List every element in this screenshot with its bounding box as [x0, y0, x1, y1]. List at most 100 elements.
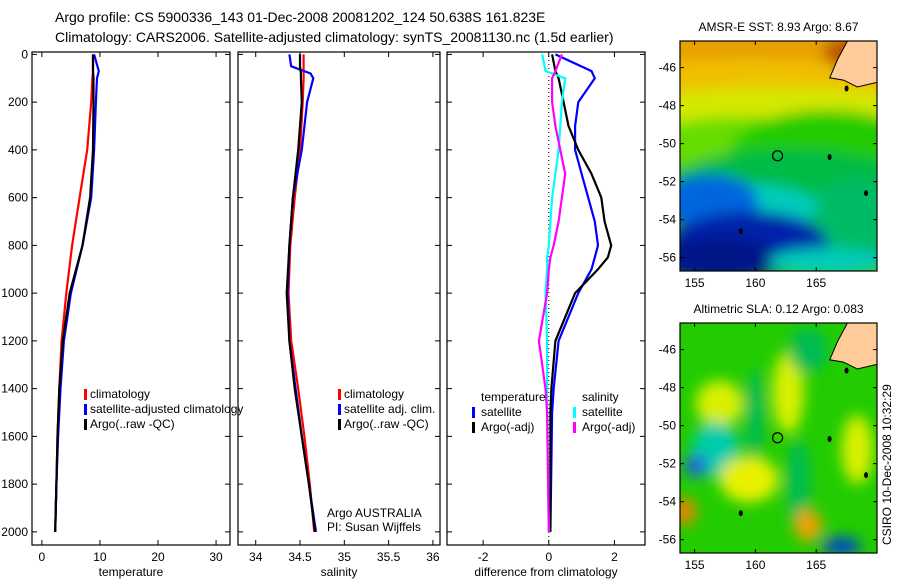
- lat-tick-label: -54: [659, 495, 677, 509]
- x-axis-label: salinity: [321, 565, 358, 579]
- sla-map: Altimetric SLA: 0.12 Argo: 0.083 155 160 16…: [659, 302, 878, 572]
- series-line-temperature-satellite: [549, 53, 600, 532]
- y-tick-label: 0: [21, 47, 28, 61]
- legend-label: Argo(..raw -QC): [90, 417, 175, 431]
- map-color-field: [680, 327, 874, 553]
- map-blob: [841, 415, 874, 484]
- series-line-argo-raw-qc-: [54, 54, 95, 532]
- lon-tick-label: 155: [685, 276, 705, 290]
- map-blob: [786, 438, 811, 530]
- legend-label: Argo(-adj): [481, 420, 534, 434]
- title-line-1: Argo profile: CS 5900336_143 01-Dec-2008…: [55, 9, 545, 25]
- x-tick-label: 35: [338, 550, 352, 564]
- island: [864, 472, 869, 479]
- island: [844, 85, 849, 92]
- legend-title: temperature: [481, 390, 546, 404]
- island: [827, 153, 832, 160]
- legend-label: satellite: [582, 405, 623, 419]
- profile-panel-temperature: 0 10 20 30 0 200 400 600 800 1000 1200 1400 1600 1800…: [1, 47, 243, 579]
- legend-label: Argo(-adj): [582, 420, 635, 434]
- legend-label: satellite: [481, 405, 522, 419]
- y-tick-label: 2000: [1, 525, 28, 539]
- map-blob: [821, 536, 862, 553]
- lat-tick-label: -54: [659, 213, 677, 227]
- x-tick-label: 0: [39, 550, 46, 564]
- legend-label: Argo(..raw -QC): [344, 417, 429, 431]
- x-tick-label: 0: [545, 550, 552, 564]
- map-blob: [768, 248, 877, 271]
- legend-swatch: [472, 422, 475, 433]
- lat-tick-label: -52: [659, 457, 677, 471]
- y-tick-label: 1200: [1, 334, 28, 348]
- map-field: [680, 41, 877, 271]
- legend-swatch: [338, 389, 341, 400]
- lon-tick-label: 160: [745, 276, 765, 290]
- series-line-argo-raw-qc-: [285, 54, 317, 533]
- x-tick-label: 10: [93, 550, 107, 564]
- credit-pi: PI: Susan Wijffels: [327, 520, 421, 534]
- series-line-salinity-argo-adj-: [537, 54, 567, 532]
- y-tick-label: 1000: [1, 286, 28, 300]
- lat-tick-label: -56: [659, 533, 677, 547]
- y-tick-label: 1400: [1, 382, 28, 396]
- island: [738, 228, 743, 235]
- map-blob: [683, 454, 708, 478]
- argo-position-marker: [771, 150, 784, 162]
- x-tick-label: -2: [478, 550, 489, 564]
- lat-tick-label: -48: [659, 381, 677, 395]
- x-tick-label: 20: [151, 550, 165, 564]
- legend-swatch: [573, 407, 576, 418]
- sst-map: AMSR-E SST: 8.93 Argo: 8.67 155 160 165 -46 -…: [659, 20, 878, 290]
- series-line-salinity-satellite: [541, 54, 567, 532]
- map-frame: [679, 322, 878, 554]
- x-tick-label: 34.5: [288, 550, 312, 564]
- series-line-climatology: [54, 54, 95, 532]
- y-tick-label: 200: [8, 95, 28, 109]
- legend-label: satellite adj. clim.: [344, 402, 435, 416]
- island: [738, 510, 743, 517]
- map-title: AMSR-E SST: 8.93 Argo: 8.67: [698, 20, 858, 34]
- argo-position-marker: [771, 432, 784, 444]
- x-tick-label: 2: [611, 550, 618, 564]
- map-blob: [794, 509, 822, 542]
- x-tick-label: 30: [209, 550, 223, 564]
- lat-tick-label: -48: [659, 99, 677, 113]
- map-blob: [680, 236, 779, 271]
- island: [864, 190, 869, 197]
- map-blob: [772, 350, 805, 434]
- map-frame: [679, 40, 878, 272]
- axes-frame: [237, 51, 441, 546]
- legend-swatch: [84, 419, 87, 430]
- legend-swatch: [338, 419, 341, 430]
- legend-swatch: [84, 389, 87, 400]
- y-tick-label: 1600: [1, 429, 28, 443]
- title-line-2: Climatology: CARS2006. Satellite-adjuste…: [55, 29, 613, 45]
- lat-tick-label: -52: [659, 175, 677, 189]
- map-blob: [680, 497, 696, 526]
- legend-swatch: [84, 404, 87, 415]
- lat-tick-label: -50: [659, 419, 677, 433]
- y-tick-label: 1800: [1, 477, 28, 491]
- map-field: [680, 323, 877, 553]
- land-new-zealand: [829, 41, 877, 88]
- legend-swatch: [472, 407, 475, 418]
- map-title: Altimetric SLA: 0.12 Argo: 0.083: [693, 302, 863, 316]
- lon-tick-label: 155: [685, 558, 705, 572]
- lon-tick-label: 165: [806, 558, 826, 572]
- lat-tick-label: -46: [659, 61, 677, 75]
- x-tick-label: 35.5: [377, 550, 401, 564]
- x-axis-label: difference from climatology: [474, 565, 617, 579]
- profile-panel-salinity: 34 34.5 35 35.5 36 salinity climatologysatelli…: [237, 51, 441, 579]
- island: [827, 435, 832, 442]
- x-tick-label: 36: [426, 550, 440, 564]
- land-new-zealand: [829, 323, 877, 370]
- y-tick-label: 800: [8, 238, 28, 252]
- lat-tick-label: -46: [659, 343, 677, 357]
- map-blob: [788, 327, 828, 374]
- lat-tick-label: -56: [659, 251, 677, 265]
- x-axis-label: temperature: [99, 565, 164, 579]
- lat-tick-label: -50: [659, 137, 677, 151]
- legend-swatch: [573, 422, 576, 433]
